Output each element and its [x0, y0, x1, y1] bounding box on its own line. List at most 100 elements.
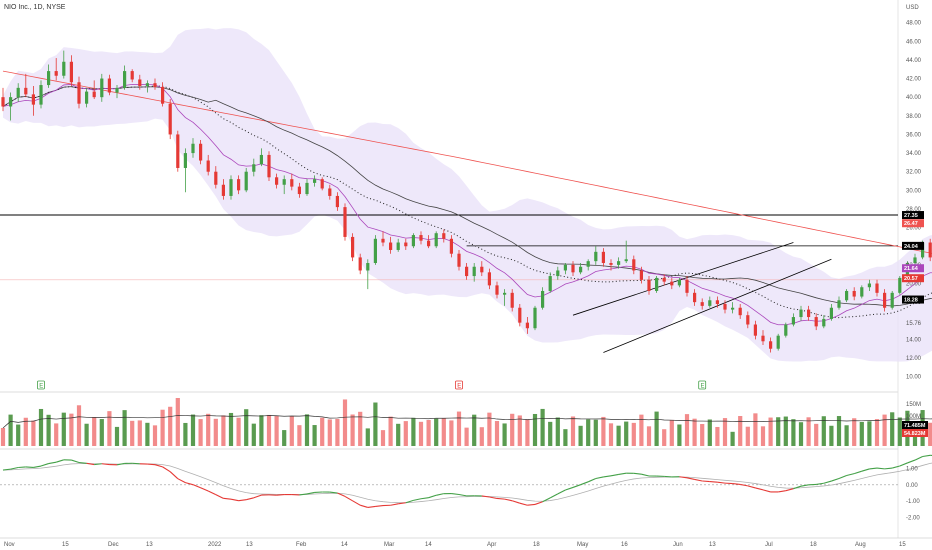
- time-tick-label: 13: [246, 542, 253, 548]
- volume-bar: [814, 423, 819, 446]
- macd-segment: [534, 501, 543, 505]
- macd-segment: [876, 467, 885, 470]
- candle-body: [229, 179, 233, 196]
- volume-bar: [882, 414, 887, 446]
- volume-bar: [198, 419, 203, 446]
- macd-segment: [846, 473, 855, 477]
- candle-body: [411, 235, 415, 247]
- candle-body: [890, 292, 894, 308]
- volume-bar: [684, 414, 690, 446]
- volume-bar: [912, 428, 918, 446]
- price-tag-label: 26.47: [904, 221, 918, 227]
- volume-bar: [282, 430, 287, 446]
- candle: [685, 276, 689, 297]
- candle-body: [434, 233, 438, 247]
- macd-segment: [481, 495, 490, 498]
- candle-body: [533, 307, 537, 329]
- macd-segment: [40, 463, 49, 467]
- volume-tag-label: 71.485M: [904, 423, 926, 429]
- candle-body: [259, 154, 263, 165]
- volume-bar: [722, 418, 728, 446]
- volume-bar: [456, 411, 462, 446]
- macd-segment: [496, 497, 505, 500]
- macd-segment: [694, 478, 703, 482]
- candle: [343, 203, 347, 241]
- candle-body: [776, 335, 780, 349]
- candle: [77, 76, 81, 109]
- candle: [176, 130, 180, 172]
- volume-ma-line: [2, 415, 932, 429]
- macd-segment: [238, 499, 247, 502]
- candle-body: [563, 264, 567, 271]
- price-tick-label: 40.00: [906, 95, 922, 101]
- macd-segment: [930, 454, 932, 457]
- time-tick-label: Feb: [296, 542, 307, 548]
- candle: [746, 311, 750, 329]
- candle-body: [191, 143, 195, 154]
- volume-bar: [441, 418, 446, 446]
- candle-body: [214, 171, 218, 185]
- volume-bar: [639, 414, 644, 446]
- macd-segment: [542, 497, 551, 503]
- candle-body: [449, 238, 453, 254]
- candle: [883, 289, 887, 312]
- candle: [586, 259, 590, 271]
- candle-body: [457, 253, 461, 267]
- volume-bar: [669, 419, 674, 446]
- candle-body: [297, 186, 301, 195]
- time-tick-label: May: [577, 542, 588, 548]
- candle-body: [723, 304, 727, 310]
- macd-segment: [420, 497, 429, 500]
- candle: [814, 313, 818, 331]
- earnings-marker: E: [698, 380, 707, 390]
- macd-segment: [549, 493, 559, 499]
- volume-bar: [289, 416, 294, 446]
- candle: [191, 138, 195, 158]
- volume-bar: [555, 417, 560, 446]
- candle-body: [480, 266, 484, 273]
- macd-segment: [352, 500, 361, 506]
- candle-body: [677, 279, 681, 286]
- candle: [503, 289, 507, 306]
- volume-bar: [69, 413, 74, 446]
- volume-tag: 54.823M: [902, 429, 928, 437]
- candle: [366, 259, 370, 290]
- macd-segment: [390, 503, 399, 506]
- price-tag-bg: [902, 211, 924, 220]
- candle: [579, 263, 583, 275]
- candle-body: [845, 290, 849, 301]
- candle: [389, 236, 393, 254]
- volume-bar: [426, 420, 431, 446]
- macd-segment: [398, 502, 406, 505]
- macd-segment: [793, 485, 802, 490]
- candle: [548, 272, 552, 293]
- volume-bar: [396, 423, 401, 446]
- candle-body: [829, 307, 833, 319]
- candle-body: [115, 87, 119, 93]
- candle: [495, 281, 499, 299]
- price-tick-label: 32.00: [906, 170, 922, 176]
- candle: [69, 55, 73, 86]
- candle: [769, 337, 773, 353]
- candle-body: [244, 171, 248, 191]
- candle: [541, 287, 545, 310]
- time-tick-label: 16: [621, 542, 628, 548]
- candle: [404, 238, 408, 250]
- macd-segment: [436, 493, 444, 496]
- candle-body: [252, 164, 256, 172]
- candle-body: [123, 71, 127, 88]
- volume-bar: [114, 426, 120, 446]
- volume-bar: [707, 419, 712, 446]
- price-tick-label: 14.00: [906, 337, 922, 343]
- price-tick-label: 36.00: [906, 132, 922, 138]
- macd-segment: [641, 473, 650, 477]
- macd-segment: [56, 459, 64, 463]
- volume-bar: [122, 410, 127, 446]
- candle-body: [579, 266, 583, 273]
- price-tag-bg: [902, 295, 924, 304]
- candle: [693, 289, 697, 306]
- candle-body: [753, 324, 757, 336]
- volume-bar: [297, 425, 302, 446]
- candle-body: [282, 179, 286, 185]
- macd-segment: [572, 484, 581, 488]
